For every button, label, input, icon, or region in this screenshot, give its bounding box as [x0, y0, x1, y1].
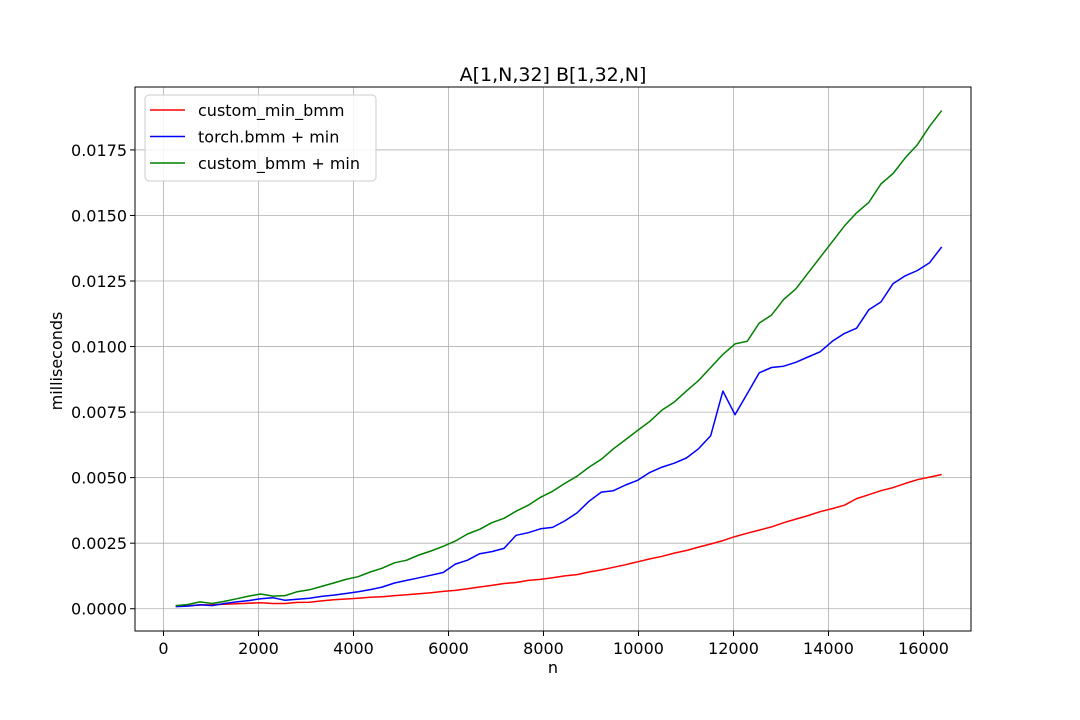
y-tick-label: 0.0025 [71, 534, 127, 553]
x-tick-label: 4000 [333, 639, 374, 658]
x-axis-label: n [548, 658, 558, 677]
y-tick-label: 0.0000 [71, 600, 127, 619]
x-tick-label: 0 [158, 639, 168, 658]
legend-label: torch.bmm + min [198, 128, 339, 147]
y-tick-label: 0.0125 [71, 272, 127, 291]
series-line-torch-bmm-min [175, 246, 943, 608]
chart-title: A[1,N,32] B[1,32,N] [460, 64, 647, 86]
axis-ticks: 0 2000 4000 6000 8000 10000 12000 14000 16000 0.0… [71, 141, 949, 658]
y-tick-label: 0.0100 [71, 338, 127, 357]
legend: custom_min_bmm torch.bmm + min custom_bmm … [144, 94, 377, 182]
x-tick-label: 16000 [898, 639, 949, 658]
y-axis-label: milliseconds [47, 312, 66, 411]
plot-area-frame [134, 86, 972, 632]
grid-lines [135, 87, 971, 631]
x-tick-label: 6000 [428, 639, 469, 658]
x-tick-label: 14000 [803, 639, 854, 658]
x-tick-label: 12000 [708, 639, 759, 658]
x-tick-label: 2000 [238, 639, 279, 658]
legend-label: custom_bmm + min [198, 154, 360, 174]
legend-label: custom_min_bmm [198, 101, 344, 121]
y-tick-label: 0.0075 [71, 403, 127, 422]
x-tick-label: 8000 [523, 639, 564, 658]
series-line-custom-min-bmm [175, 473, 942, 607]
series-line-custom-bmm-min [175, 110, 943, 607]
series-lines [175, 110, 943, 608]
y-tick-label: 0.0175 [71, 141, 127, 160]
y-tick-label: 0.0050 [71, 469, 127, 488]
y-tick-label: 0.0150 [71, 206, 127, 225]
legend-box [144, 94, 377, 182]
x-tick-label: 10000 [613, 639, 664, 658]
